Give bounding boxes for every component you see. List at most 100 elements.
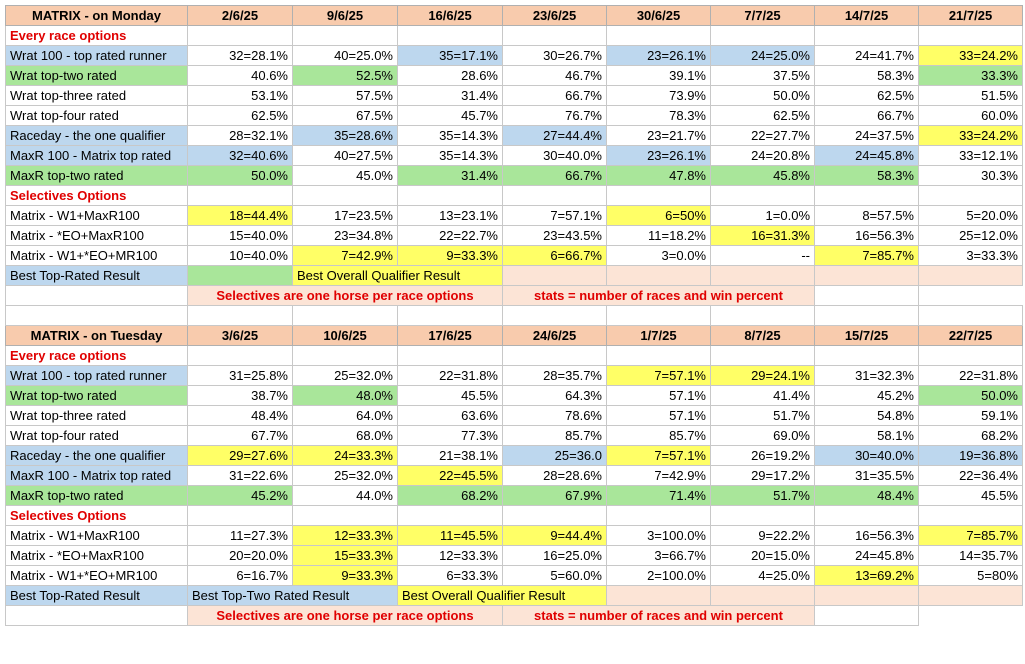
monday-stat-cell[interactable]: 30=40.0% xyxy=(502,145,607,166)
tuesday-stat-cell[interactable]: 63.6% xyxy=(397,405,503,426)
monday-stat-cell[interactable]: 31.4% xyxy=(397,85,503,106)
empty-cell[interactable] xyxy=(814,585,919,606)
monday-stat-cell[interactable]: 24=25.0% xyxy=(710,45,815,66)
empty-cell[interactable] xyxy=(292,505,398,526)
tuesday-stat-cell[interactable]: 11=45.5% xyxy=(397,525,503,546)
monday-row-label[interactable]: MaxR top-two rated xyxy=(5,165,188,186)
monday-stat-cell[interactable]: 32=28.1% xyxy=(187,45,293,66)
tuesday-stat-cell[interactable]: 25=32.0% xyxy=(292,465,398,486)
tuesday-stat-cell[interactable]: 68.0% xyxy=(292,425,398,446)
tuesday-stat-cell[interactable]: 54.8% xyxy=(814,405,919,426)
monday-stat-cell[interactable]: 7=85.7% xyxy=(814,245,919,266)
monday-stat-cell[interactable]: 25=12.0% xyxy=(918,225,1023,246)
tuesday-date-header[interactable]: 10/6/25 xyxy=(292,325,398,346)
monday-stat-cell[interactable]: 57.5% xyxy=(292,85,398,106)
monday-legend-best-overall[interactable]: Best Overall Qualifier Result xyxy=(292,265,503,286)
monday-title-cell[interactable]: MATRIX - on Monday xyxy=(5,5,188,26)
tuesday-stat-cell[interactable]: 13=69.2% xyxy=(814,565,919,586)
empty-cell[interactable] xyxy=(710,185,815,206)
tuesday-row-label[interactable]: Matrix - W1+MaxR100 xyxy=(5,525,188,546)
tuesday-stat-cell[interactable]: 29=24.1% xyxy=(710,365,815,386)
empty-cell[interactable] xyxy=(187,345,293,366)
monday-stat-cell[interactable]: 35=14.3% xyxy=(397,145,503,166)
tuesday-stat-cell[interactable]: 31=22.6% xyxy=(187,465,293,486)
tuesday-stat-cell[interactable]: 9=44.4% xyxy=(502,525,607,546)
tuesday-row-label[interactable]: Wrat top-three rated xyxy=(5,405,188,426)
monday-stat-cell[interactable]: 73.9% xyxy=(606,85,711,106)
monday-stat-cell[interactable]: 32=40.6% xyxy=(187,145,293,166)
empty-cell[interactable] xyxy=(918,265,1023,286)
tuesday-stat-cell[interactable]: 12=33.3% xyxy=(292,525,398,546)
tuesday-stat-cell[interactable]: 51.7% xyxy=(710,485,815,506)
monday-stat-cell[interactable]: 23=26.1% xyxy=(606,45,711,66)
empty-cell[interactable] xyxy=(502,265,607,286)
tuesday-row-label[interactable]: Matrix - *EO+MaxR100 xyxy=(5,545,188,566)
tuesday-stat-cell[interactable]: 41.4% xyxy=(710,385,815,406)
empty-cell[interactable] xyxy=(292,305,398,326)
tuesday-row-label[interactable]: Matrix - W1+*EO+MR100 xyxy=(5,565,188,586)
monday-stat-cell[interactable]: 39.1% xyxy=(606,65,711,86)
monday-legend-green-swatch[interactable] xyxy=(187,265,293,286)
monday-stat-cell[interactable]: 53.1% xyxy=(187,85,293,106)
tuesday-date-header[interactable]: 17/6/25 xyxy=(397,325,503,346)
monday-stat-cell[interactable]: 30=26.7% xyxy=(502,45,607,66)
monday-stat-cell[interactable]: 66.7% xyxy=(814,105,919,126)
empty-cell[interactable] xyxy=(814,605,919,626)
empty-cell[interactable] xyxy=(606,25,711,46)
monday-stat-cell[interactable]: 23=34.8% xyxy=(292,225,398,246)
monday-stat-cell[interactable]: 1=0.0% xyxy=(710,205,815,226)
monday-stat-cell[interactable]: 6=50% xyxy=(606,205,711,226)
monday-stat-cell[interactable]: 10=40.0% xyxy=(187,245,293,266)
monday-row-label[interactable]: Matrix - W1+MaxR100 xyxy=(5,205,188,226)
monday-stat-cell[interactable]: 22=27.7% xyxy=(710,125,815,146)
tuesday-stat-cell[interactable]: 2=100.0% xyxy=(606,565,711,586)
empty-cell[interactable] xyxy=(187,185,293,206)
monday-stat-cell[interactable]: 40=25.0% xyxy=(292,45,398,66)
monday-every-race-heading[interactable]: Every race options xyxy=(5,25,188,46)
empty-cell[interactable] xyxy=(710,585,815,606)
monday-note-selectives[interactable]: Selectives are one horse per race option… xyxy=(187,285,503,306)
monday-stat-cell[interactable]: 16=31.3% xyxy=(710,225,815,246)
monday-stat-cell[interactable]: 76.7% xyxy=(502,105,607,126)
tuesday-stat-cell[interactable]: 3=66.7% xyxy=(606,545,711,566)
empty-cell[interactable] xyxy=(5,605,188,626)
tuesday-stat-cell[interactable]: 14=35.7% xyxy=(918,545,1023,566)
empty-cell[interactable] xyxy=(292,185,398,206)
monday-stat-cell[interactable]: 50.0% xyxy=(710,85,815,106)
tuesday-stat-cell[interactable]: 44.0% xyxy=(292,485,398,506)
monday-stat-cell[interactable]: 67.5% xyxy=(292,105,398,126)
monday-stat-cell[interactable]: 23=26.1% xyxy=(606,145,711,166)
tuesday-stat-cell[interactable]: 77.3% xyxy=(397,425,503,446)
monday-stat-cell[interactable]: 51.5% xyxy=(918,85,1023,106)
monday-stat-cell[interactable]: 11=18.2% xyxy=(606,225,711,246)
tuesday-stat-cell[interactable]: 45.5% xyxy=(918,485,1023,506)
monday-stat-cell[interactable]: 6=66.7% xyxy=(502,245,607,266)
tuesday-stat-cell[interactable]: 85.7% xyxy=(502,425,607,446)
tuesday-stat-cell[interactable]: 7=57.1% xyxy=(606,365,711,386)
tuesday-stat-cell[interactable]: 6=33.3% xyxy=(397,565,503,586)
empty-cell[interactable] xyxy=(918,345,1023,366)
empty-cell[interactable] xyxy=(397,505,503,526)
empty-cell[interactable] xyxy=(606,305,711,326)
tuesday-stat-cell[interactable]: 45.2% xyxy=(814,385,919,406)
empty-cell[interactable] xyxy=(187,305,293,326)
monday-note-stats[interactable]: stats = number of races and win percent xyxy=(502,285,815,306)
monday-stat-cell[interactable]: 28.6% xyxy=(397,65,503,86)
tuesday-stat-cell[interactable]: 51.7% xyxy=(710,405,815,426)
monday-stat-cell[interactable]: 46.7% xyxy=(502,65,607,86)
tuesday-date-header[interactable]: 1/7/25 xyxy=(606,325,711,346)
tuesday-stat-cell[interactable]: 85.7% xyxy=(606,425,711,446)
empty-cell[interactable] xyxy=(292,25,398,46)
tuesday-stat-cell[interactable]: 20=20.0% xyxy=(187,545,293,566)
empty-cell[interactable] xyxy=(814,305,919,326)
monday-stat-cell[interactable]: 30.3% xyxy=(918,165,1023,186)
monday-row-label[interactable]: Matrix - W1+*EO+MR100 xyxy=(5,245,188,266)
tuesday-stat-cell[interactable]: 20=15.0% xyxy=(710,545,815,566)
empty-cell[interactable] xyxy=(606,265,711,286)
monday-date-header[interactable]: 30/6/25 xyxy=(606,5,711,26)
tuesday-stat-cell[interactable]: 22=31.8% xyxy=(397,365,503,386)
tuesday-stat-cell[interactable]: 64.3% xyxy=(502,385,607,406)
empty-cell[interactable] xyxy=(710,265,815,286)
tuesday-stat-cell[interactable]: 7=85.7% xyxy=(918,525,1023,546)
empty-cell[interactable] xyxy=(918,305,1023,326)
